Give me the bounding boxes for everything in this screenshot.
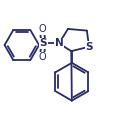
Text: O: O — [38, 25, 46, 35]
Text: S: S — [40, 38, 47, 48]
Text: O: O — [38, 52, 46, 62]
Text: N: N — [55, 38, 63, 48]
Text: S: S — [85, 42, 93, 52]
